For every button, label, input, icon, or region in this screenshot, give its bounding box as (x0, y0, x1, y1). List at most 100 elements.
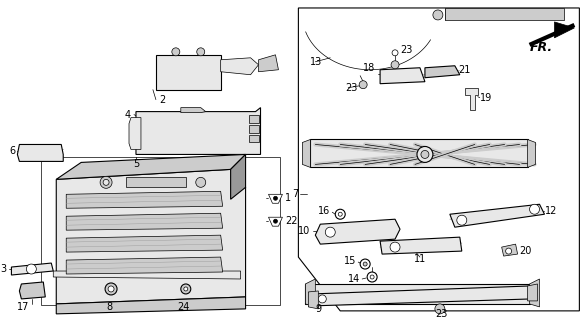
Text: 1: 1 (285, 193, 292, 203)
Polygon shape (53, 271, 241, 279)
Polygon shape (136, 108, 261, 155)
Text: 9: 9 (315, 304, 321, 314)
Text: 16: 16 (318, 206, 330, 216)
Text: 18: 18 (363, 63, 375, 73)
Circle shape (392, 50, 398, 56)
Bar (248, 124, 258, 132)
Polygon shape (529, 25, 575, 45)
Text: 8: 8 (106, 302, 112, 312)
Polygon shape (302, 140, 311, 167)
Text: 14: 14 (348, 274, 360, 284)
Text: 15: 15 (344, 256, 356, 266)
Circle shape (108, 286, 114, 292)
Polygon shape (529, 279, 539, 307)
Circle shape (433, 10, 443, 20)
Polygon shape (221, 58, 258, 75)
Polygon shape (231, 155, 245, 199)
Polygon shape (66, 257, 222, 274)
Circle shape (103, 179, 109, 185)
Text: 4: 4 (125, 109, 131, 120)
Text: 17: 17 (17, 302, 29, 312)
Text: 23: 23 (436, 309, 448, 319)
Bar (305, 284, 529, 304)
Text: 23: 23 (345, 83, 357, 93)
Circle shape (367, 272, 377, 282)
Circle shape (370, 275, 374, 279)
Polygon shape (555, 22, 575, 38)
Polygon shape (502, 244, 518, 256)
Circle shape (390, 242, 400, 252)
Circle shape (26, 264, 36, 274)
Text: 2: 2 (159, 95, 165, 105)
Polygon shape (66, 191, 222, 208)
Polygon shape (528, 284, 538, 301)
Circle shape (417, 147, 433, 163)
Circle shape (195, 177, 205, 187)
Text: 7: 7 (292, 189, 298, 199)
Circle shape (197, 48, 205, 56)
Circle shape (274, 196, 278, 200)
Circle shape (457, 215, 467, 225)
Bar (126, 177, 186, 187)
Polygon shape (66, 213, 222, 230)
Text: 11: 11 (414, 254, 426, 264)
Polygon shape (156, 55, 221, 90)
Polygon shape (56, 169, 245, 304)
Polygon shape (380, 68, 425, 84)
Polygon shape (56, 155, 245, 179)
Text: 21: 21 (458, 65, 470, 75)
Circle shape (421, 150, 429, 158)
Circle shape (274, 219, 278, 223)
Bar (311, 140, 528, 167)
Text: 12: 12 (545, 206, 557, 216)
Polygon shape (268, 217, 282, 226)
Text: 20: 20 (519, 246, 532, 256)
Text: 3: 3 (1, 264, 6, 274)
Polygon shape (129, 117, 141, 149)
Polygon shape (528, 140, 535, 167)
Circle shape (435, 304, 445, 314)
Text: 13: 13 (311, 57, 323, 67)
Text: 23: 23 (400, 45, 413, 55)
Polygon shape (18, 144, 63, 161)
Polygon shape (450, 204, 545, 227)
Text: 10: 10 (298, 226, 311, 236)
Bar (248, 115, 258, 123)
Circle shape (505, 248, 512, 254)
Polygon shape (11, 263, 53, 275)
Circle shape (325, 227, 335, 237)
Polygon shape (181, 108, 205, 113)
Circle shape (338, 212, 342, 216)
Circle shape (100, 176, 112, 188)
Text: 6: 6 (9, 147, 15, 156)
Text: 24: 24 (178, 302, 190, 312)
Polygon shape (56, 297, 245, 314)
Circle shape (318, 295, 326, 303)
Polygon shape (66, 235, 222, 252)
Circle shape (360, 259, 370, 269)
Polygon shape (258, 55, 278, 72)
Polygon shape (268, 194, 282, 203)
Text: FR.: FR. (529, 41, 553, 54)
Polygon shape (308, 291, 318, 309)
Polygon shape (380, 237, 462, 254)
Bar (41, 157, 281, 305)
Circle shape (529, 204, 539, 214)
Polygon shape (425, 66, 460, 78)
Text: 22: 22 (285, 216, 298, 226)
Circle shape (335, 209, 345, 219)
Circle shape (391, 61, 399, 69)
Circle shape (172, 48, 180, 56)
Polygon shape (305, 279, 315, 307)
Polygon shape (312, 286, 532, 306)
Text: 19: 19 (480, 93, 492, 103)
Circle shape (184, 287, 188, 291)
Bar (445, 8, 565, 20)
Polygon shape (315, 219, 400, 244)
Circle shape (359, 81, 367, 89)
Polygon shape (465, 88, 478, 110)
Text: 5: 5 (133, 159, 139, 169)
Bar (248, 134, 258, 142)
Circle shape (363, 262, 367, 266)
Polygon shape (19, 282, 45, 299)
